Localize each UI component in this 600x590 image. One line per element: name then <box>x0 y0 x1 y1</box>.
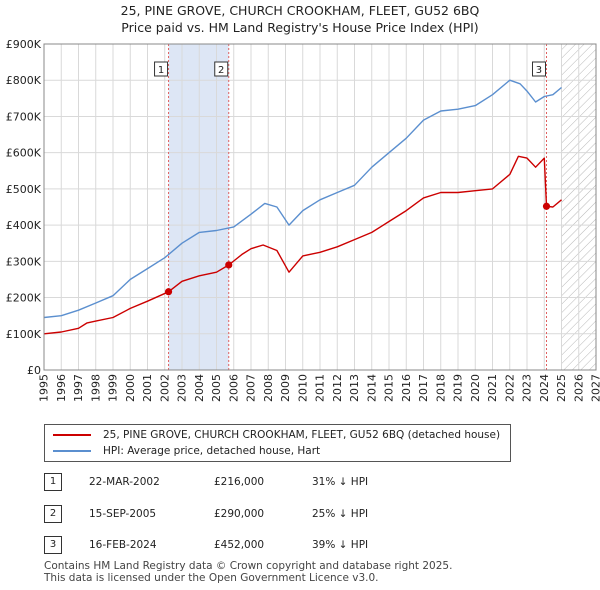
price-chart: 1 2 3 £0 £100K £200K £300K £400K £500K £600K £700K… <box>6 38 600 402</box>
sale-price: £452,000 <box>214 539 265 551</box>
y-tick-label: £800K <box>6 74 42 87</box>
legend-item-hpi: HPI: Average price, detached house, Hart <box>53 443 320 459</box>
sale-marker-label: 2 <box>44 505 62 523</box>
x-tick-label: 2004 <box>193 374 206 402</box>
footer: Contains HM Land Registry data © Crown c… <box>44 560 452 584</box>
table-row: 2 15-SEP-2005 £290,000 25% ↓ HPI <box>44 504 564 524</box>
sale-point <box>225 261 233 269</box>
sale-label: 1 <box>158 65 164 76</box>
sale-date: 16-FEB-2024 <box>89 539 157 551</box>
x-tick-label: 2012 <box>331 374 344 402</box>
sale-hpi-diff: 25% ↓ HPI <box>312 508 369 520</box>
sale-marker-label: 3 <box>44 536 62 554</box>
x-tick-label: 2014 <box>365 374 378 402</box>
y-tick-label: £100K <box>6 328 42 341</box>
x-tick-label: 2021 <box>486 374 499 402</box>
sale-marker-label: 1 <box>44 473 62 491</box>
x-tick-label: 2006 <box>227 374 240 402</box>
x-tick-label: 2005 <box>210 374 223 402</box>
sale-price: £290,000 <box>214 508 265 520</box>
x-tick-label: 1999 <box>107 374 120 402</box>
x-tick-label: 2009 <box>279 374 292 402</box>
y-tick-label: £900K <box>6 38 42 51</box>
legend-label-property: 25, PINE GROVE, CHURCH CROOKHAM, FLEET, … <box>103 429 501 441</box>
x-tick-label: 2018 <box>434 374 447 402</box>
sale-label-box <box>531 61 546 77</box>
property-price-line <box>43 155 562 335</box>
plot-border <box>43 43 597 371</box>
sale-price: £216,000 <box>214 476 265 488</box>
legend-item-property: 25, PINE GROVE, CHURCH CROOKHAM, FLEET, … <box>53 427 500 443</box>
sale-date: 15-SEP-2005 <box>89 508 157 520</box>
footer-line-2: This data is licensed under the Open Gov… <box>44 572 379 584</box>
x-tick-label: 2020 <box>469 374 482 402</box>
table-row: 1 22-MAR-2002 £216,000 31% ↓ HPI <box>44 472 564 492</box>
x-tick-label: 2025 <box>555 374 568 402</box>
x-tick-label: 2023 <box>521 374 534 402</box>
x-tick-label: 2026 <box>572 374 585 402</box>
x-tick-label: 1998 <box>89 374 102 402</box>
x-tick-label: 2022 <box>503 374 516 402</box>
y-tick-label: £600K <box>6 147 42 160</box>
x-tick-label: 2024 <box>538 374 551 402</box>
footer-line-1: Contains HM Land Registry data © Crown c… <box>44 560 453 572</box>
legend-label-hpi: HPI: Average price, detached house, Hart <box>103 445 321 457</box>
x-tick-label: 2003 <box>176 374 189 402</box>
x-tick-label: 2016 <box>400 374 413 402</box>
x-tick-label: 2027 <box>590 374 600 402</box>
y-tick-label: £300K <box>6 255 42 268</box>
sale-point <box>164 288 173 296</box>
y-tick-label: £0 <box>27 364 41 377</box>
x-tick-label: 2013 <box>348 374 361 402</box>
sale-label: 3 <box>536 65 542 76</box>
title-line-2: Price paid vs. HM Land Registry's House … <box>121 20 479 35</box>
legend-swatch-property <box>53 434 91 436</box>
y-tick-label: £500K <box>6 183 42 196</box>
x-tick-label: 1995 <box>38 374 51 402</box>
legend-swatch-hpi <box>53 450 91 452</box>
y-tick-label: £400K <box>6 219 42 232</box>
sale-hpi-diff: 31% ↓ HPI <box>312 476 369 488</box>
x-tick-label: 2019 <box>452 374 465 402</box>
chart-title: 25, PINE GROVE, CHURCH CROOKHAM, FLEET, … <box>0 2 600 36</box>
x-tick-label: 1996 <box>55 374 68 402</box>
x-tick-label: 2010 <box>296 374 309 402</box>
sale-date: 22-MAR-2002 <box>89 476 160 488</box>
y-tick-label: £700K <box>6 110 42 123</box>
x-tick-label: 1997 <box>72 374 85 402</box>
x-tick-label: 2011 <box>314 374 327 402</box>
x-tick-label: 2000 <box>124 374 137 402</box>
sale-period-shade <box>168 44 229 370</box>
x-tick-label: 2001 <box>141 374 154 402</box>
hpi-line <box>43 79 562 319</box>
legend: 25, PINE GROVE, CHURCH CROOKHAM, FLEET, … <box>44 424 511 462</box>
sale-label: 2 <box>218 65 224 76</box>
x-tick-label: 2007 <box>245 374 258 402</box>
title-line-1: 25, PINE GROVE, CHURCH CROOKHAM, FLEET, … <box>120 3 480 18</box>
x-tick-label: 2002 <box>158 374 171 402</box>
y-tick-label: £200K <box>6 292 42 305</box>
x-tick-label: 2008 <box>262 374 275 402</box>
sale-hpi-diff: 39% ↓ HPI <box>312 539 369 551</box>
x-tick-label: 2017 <box>417 374 430 402</box>
table-row: 3 16-FEB-2024 £452,000 39% ↓ HPI <box>44 535 564 555</box>
sale-label-box <box>214 61 229 77</box>
x-tick-label: 2015 <box>383 374 396 402</box>
sale-point <box>542 202 551 210</box>
sale-label-box <box>154 61 169 77</box>
